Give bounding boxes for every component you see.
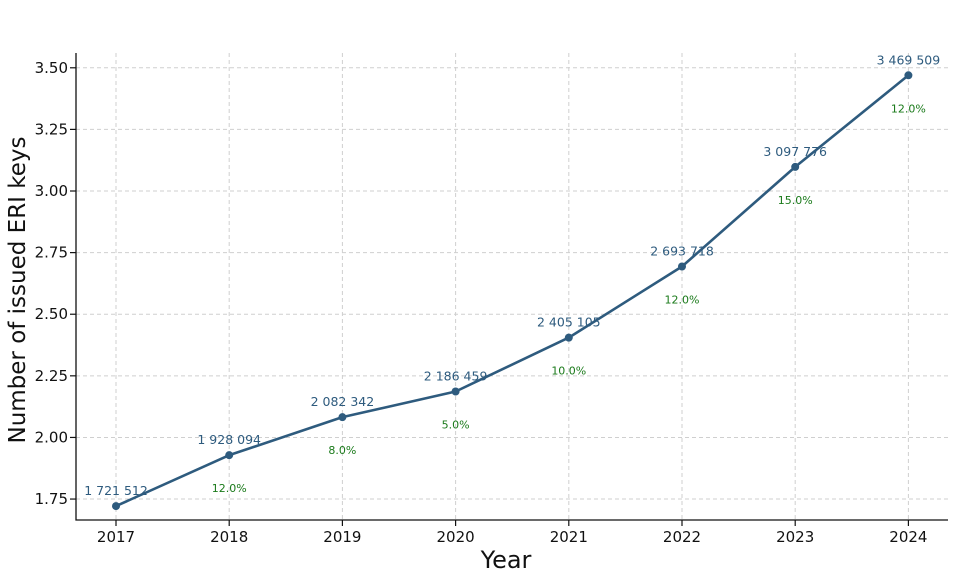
x-tick-label: 2021 [550, 528, 588, 546]
data-point [338, 413, 347, 422]
data-point [791, 162, 800, 171]
x-axis-title: Year [480, 546, 532, 574]
value-label: 1 721 512 [84, 483, 148, 498]
x-tick-label: 2022 [663, 528, 701, 546]
grid-layer [76, 53, 948, 520]
growth-label: 5.0% [442, 418, 470, 431]
growth-label: 12.0% [891, 102, 926, 115]
data-point [451, 387, 460, 396]
growth-label: 12.0% [665, 293, 700, 306]
data-point [904, 71, 913, 80]
value-label: 2 693 718 [650, 243, 714, 258]
data-point [225, 451, 234, 460]
value-label: 1 928 094 [197, 432, 261, 447]
data-point [678, 262, 686, 271]
value-label: 2 082 342 [311, 394, 375, 409]
value-label: 3 097 776 [763, 144, 827, 159]
x-tick-label: 2020 [437, 528, 475, 546]
y-tick-label: 2.25 [35, 367, 68, 385]
growth-label: 15.0% [778, 194, 813, 207]
growth-label: 10.0% [551, 365, 586, 378]
axes-layer: 1.75 2.00 2.25 2.50 2.75 3.00 3.25 3.50 2017 2018… [35, 53, 948, 546]
growth-label: 8.0% [328, 444, 356, 457]
growth-label: 12.0% [212, 482, 247, 495]
value-label: 3 469 509 [877, 52, 941, 67]
value-label: 2 405 105 [537, 315, 601, 330]
data-label-layer: 1 721 512 1 928 094 12.0% 2 082 342 8.0% 2 18… [84, 52, 940, 498]
y-tick-label: 2.00 [35, 428, 68, 446]
series-line [115, 74, 910, 508]
y-tick-label: 3.50 [35, 59, 68, 77]
y-tick-label: 2.75 [35, 244, 68, 262]
y-tick-label: 3.25 [35, 120, 68, 138]
data-point [112, 502, 120, 511]
axis-spines [75, 53, 948, 521]
data-point [564, 333, 573, 342]
y-axis-title: Number of issued ERI keys [5, 136, 31, 443]
x-tick-label: 2017 [97, 528, 135, 546]
x-tick-label: 2023 [776, 528, 814, 546]
x-tick-label: 2024 [889, 528, 927, 546]
x-tick-label: 2018 [210, 528, 248, 546]
series-layer [112, 71, 913, 511]
y-tick-label: 3.00 [35, 182, 68, 200]
x-tick-label: 2019 [323, 528, 361, 546]
value-label: 2 186 459 [424, 368, 488, 383]
y-tick-label: 1.75 [35, 490, 68, 508]
y-tick-label: 2.50 [35, 305, 68, 323]
